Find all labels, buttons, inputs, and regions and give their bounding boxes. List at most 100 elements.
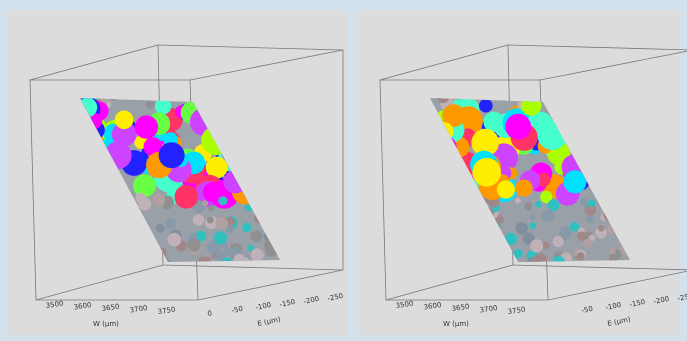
grain	[584, 204, 597, 216]
grain	[576, 231, 587, 241]
grain	[472, 157, 501, 187]
grain	[583, 238, 593, 248]
y-tick-label: -50	[231, 305, 244, 315]
y-tick-label: -250	[677, 292, 687, 303]
y-tick-label: 0	[207, 309, 213, 318]
grain	[559, 226, 572, 239]
box-edge	[189, 49, 344, 81]
x-tick-label: 3750	[157, 306, 176, 316]
grain	[206, 216, 214, 224]
grain	[579, 197, 588, 207]
box-edge	[539, 50, 687, 81]
panel: 3500 3600 3650 3700 3750 W (μm) 0 -50 -100 -150 -2…	[8, 10, 348, 335]
x-tick-label: 3600	[423, 301, 442, 311]
grain	[208, 204, 215, 212]
grain	[552, 236, 564, 248]
box-edge	[29, 44, 159, 81]
grain	[187, 238, 201, 252]
grain	[250, 230, 263, 243]
grain	[609, 247, 616, 255]
x-tick-label: 3700	[129, 304, 148, 314]
grain	[587, 199, 596, 208]
grain	[505, 113, 532, 140]
y-tick-label: -200	[653, 295, 670, 306]
grain	[513, 248, 523, 259]
y-tick-label: -100	[255, 301, 272, 312]
grain	[552, 256, 566, 262]
x-tick-label: 3750	[507, 306, 526, 316]
grain	[547, 199, 560, 212]
grain	[133, 174, 156, 198]
x-tick-label: 3650	[451, 303, 470, 313]
grain	[192, 214, 205, 226]
grain	[165, 218, 177, 230]
grain	[515, 222, 528, 235]
grain	[152, 193, 166, 207]
y-tick-label: -250	[327, 292, 344, 303]
grain	[197, 257, 207, 262]
x-axis-label: W (μm)	[443, 320, 469, 328]
grain	[174, 185, 199, 209]
grain	[471, 128, 499, 157]
grain	[588, 234, 596, 242]
grain	[496, 180, 515, 199]
grain	[155, 223, 165, 233]
grain	[515, 179, 533, 197]
grain	[529, 222, 536, 230]
y-tick-label: -150	[629, 298, 646, 309]
grain	[540, 190, 553, 204]
x-tick-label: 3700	[479, 304, 498, 314]
grain	[213, 231, 227, 245]
grain	[242, 222, 252, 233]
grain	[504, 232, 518, 246]
grain	[114, 110, 134, 130]
grain	[143, 137, 163, 157]
grain	[529, 214, 536, 221]
grain	[524, 202, 533, 211]
grain	[111, 121, 137, 147]
grain	[576, 252, 585, 261]
grain	[247, 244, 255, 252]
grain	[203, 256, 211, 262]
grain	[145, 99, 155, 109]
grain	[586, 215, 594, 223]
grain	[250, 248, 264, 262]
y-tick-label: -200	[303, 295, 320, 306]
box-edge	[547, 270, 687, 301]
x-tick-label: 3500	[395, 300, 414, 310]
grain	[138, 197, 152, 211]
grain	[442, 104, 466, 128]
grain	[541, 241, 550, 250]
grain	[479, 98, 493, 113]
grain	[205, 156, 228, 179]
box-edge	[379, 44, 509, 81]
y-tick-label: -150	[279, 298, 296, 309]
grain	[218, 196, 228, 206]
box-edge	[197, 269, 344, 301]
grain	[201, 200, 209, 207]
grain	[598, 225, 605, 232]
grain	[134, 115, 159, 139]
grain	[563, 170, 587, 194]
box-edge	[35, 264, 164, 301]
grain	[541, 209, 555, 223]
x-tick-label: 3500	[45, 300, 64, 310]
grain	[206, 240, 221, 254]
y-tick-label: -50	[581, 305, 594, 315]
x-tick-label: 3600	[73, 301, 92, 311]
grain	[436, 98, 450, 104]
box-edge	[385, 264, 514, 301]
grain	[533, 253, 548, 262]
y-tick-label: -100	[605, 301, 622, 312]
grain	[530, 239, 544, 253]
grain	[536, 172, 551, 187]
grain	[158, 142, 185, 169]
grain	[225, 224, 234, 234]
grain	[215, 217, 229, 230]
panel: 3500 3600 3650 3700 3750 W (μm) -50 -100 -150 -20…	[358, 10, 687, 335]
grain	[569, 221, 580, 232]
grain	[167, 232, 182, 247]
grain	[195, 230, 207, 242]
x-axis-label: W (μm)	[93, 320, 119, 328]
